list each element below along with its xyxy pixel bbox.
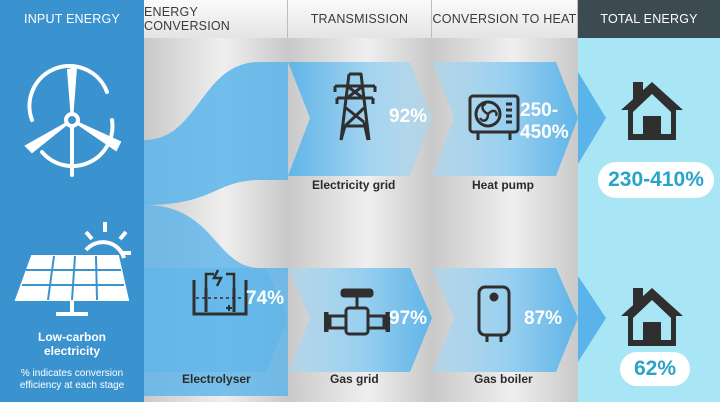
efficiency-note-line2: efficiency at each stage [19, 380, 125, 391]
solar-panel-icon [14, 222, 131, 316]
input-source-label: Low-carbon electricity [0, 330, 144, 358]
efficiency-note-line1: % indicates conversion [20, 368, 124, 379]
gas-boiler-label: Gas boiler [474, 372, 533, 386]
heat-pump-efficiency: 250- 450% [520, 100, 569, 144]
gas-total-energy: 62% [620, 352, 690, 386]
heat-pump-efficiency-line2: 450% [520, 122, 569, 143]
flow-electric-heat [432, 62, 578, 176]
input-source-label-line2: electricity [43, 344, 101, 358]
flow-gas-total [578, 276, 606, 362]
electrolyser-icon [192, 269, 248, 316]
efficiency-note: % indicates conversion efficiency at eac… [0, 368, 144, 392]
electrolyser-efficiency: 74% [246, 288, 285, 309]
header-conversion-to-heat: CONVERSION TO HEAT [432, 0, 578, 38]
flow-gas-conversion [144, 268, 288, 372]
electricity-grid-label: Electricity grid [312, 178, 396, 192]
house-icon [621, 288, 683, 346]
pylon-icon [333, 72, 377, 141]
header-input-energy: INPUT ENERGY [0, 0, 144, 38]
heat-pump-efficiency-line1: 250- [520, 100, 559, 121]
heat-pump-label: Heat pump [472, 178, 535, 192]
gas-boiler-efficiency: 87% [524, 308, 563, 329]
header-transmission: TRANSMISSION [288, 0, 432, 38]
flow-electric-total [578, 72, 606, 164]
gas-grid-efficiency: 97% [389, 308, 428, 329]
gas-valve-icon [324, 288, 390, 336]
house-icon [621, 82, 683, 140]
gas-grid-label: Gas grid [330, 372, 379, 386]
gas-boiler-icon [477, 285, 511, 342]
input-source-label-line1: Low-carbon [38, 330, 106, 344]
flow-gas-heat [432, 268, 578, 372]
header-total-energy: TOTAL ENERGY [578, 0, 720, 38]
header-energy-conversion: ENERGY CONVERSION [144, 0, 288, 38]
heat-pump-icon [468, 94, 520, 140]
wind-turbine-icon [24, 63, 122, 177]
flow-split-upper [144, 62, 288, 205]
electricity-grid-efficiency: 92% [389, 106, 428, 127]
flow-gas-transmission [288, 268, 432, 372]
electric-total-energy: 230-410% [598, 162, 714, 198]
electrolyser-label: Electrolyser [182, 372, 251, 386]
